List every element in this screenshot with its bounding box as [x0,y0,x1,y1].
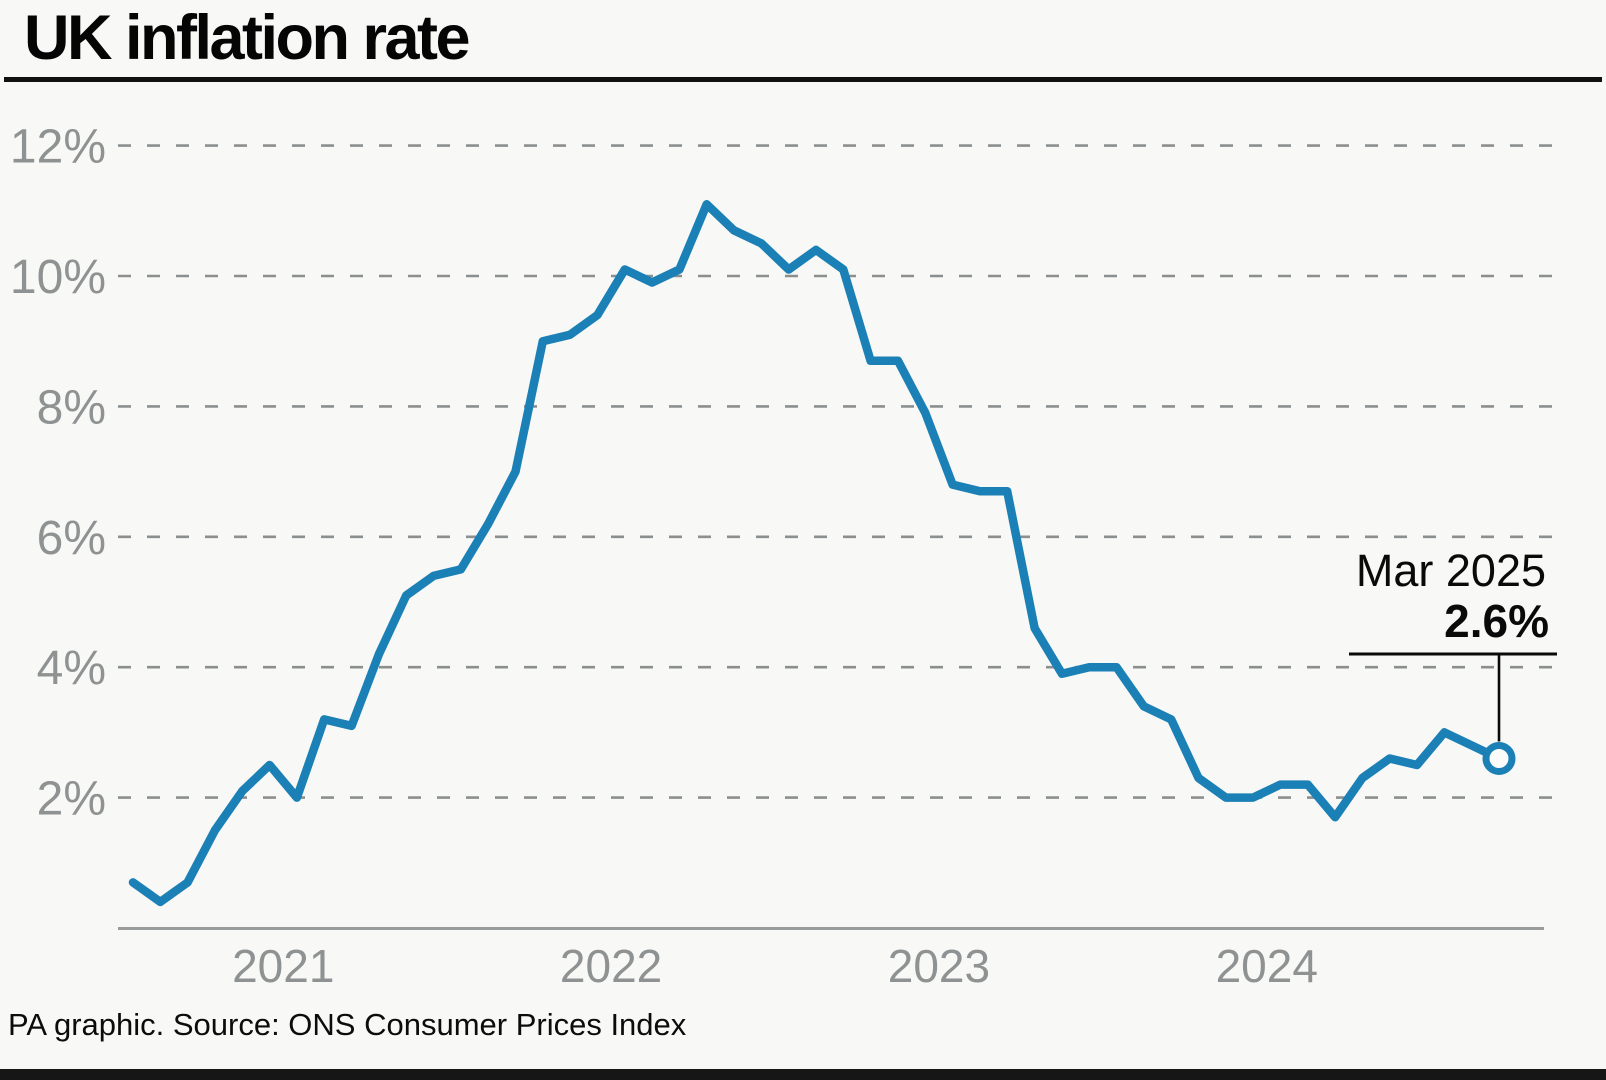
bottom-bar [0,1069,1606,1080]
x-tick-label: 2024 [1216,940,1318,992]
title-rule [4,77,1602,82]
annotation-value-label: 2.6% [1444,595,1549,647]
inflation-series-line [128,200,1504,907]
source-credit: PA graphic. Source: ONS Consumer Prices … [8,1007,687,1042]
end-point-marker [1482,741,1516,775]
y-tick-label: 4% [37,642,106,695]
y-tick-label: 12% [10,121,106,174]
x-tick-label: 2021 [232,940,334,992]
x-tick-label: 2022 [560,940,662,992]
y-axis-labels: 2% 4% 6% 8% 10% 12% [10,121,106,826]
y-tick-label: 2% [37,773,106,826]
y-tick-label: 10% [10,251,106,304]
y-tick-label: 6% [37,512,106,565]
page-title: UK inflation rate [24,3,471,73]
x-tick-label: 2023 [888,940,990,992]
annotation-date-label: Mar 2025 [1356,545,1546,596]
x-axis-labels: 2021 2022 2023 2024 [232,940,1318,992]
gridlines [118,144,1552,799]
y-tick-label: 8% [37,381,106,434]
